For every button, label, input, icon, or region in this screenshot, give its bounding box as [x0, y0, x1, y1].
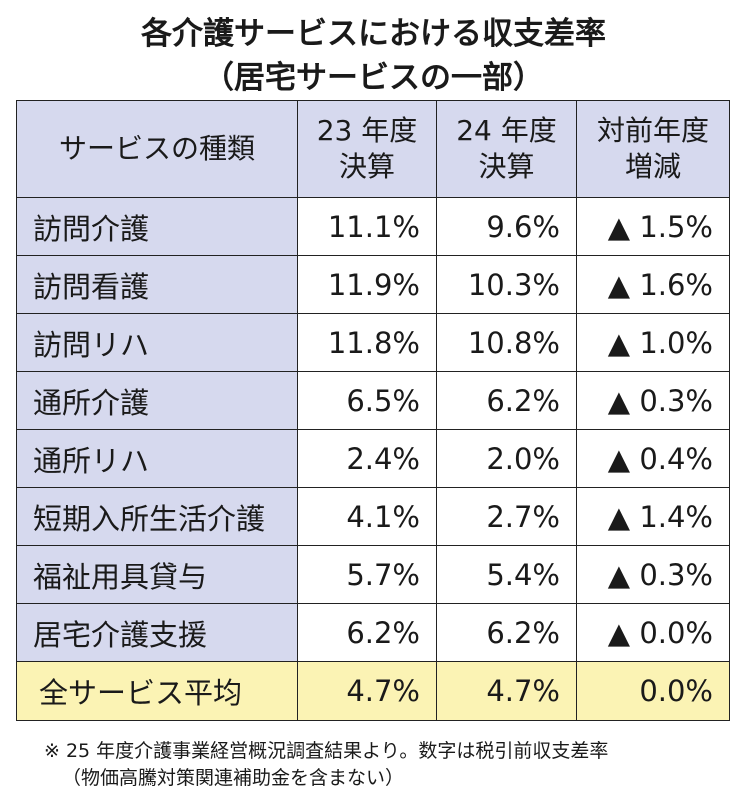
- header-row: サービスの種類 23 年度 決算 24 年度 決算 対前年度 増減: [16, 100, 730, 198]
- footnote-line-2: （物価高騰対策関連補助金を含まない）: [62, 767, 405, 789]
- header-fy24: 24 年度 決算: [436, 100, 577, 198]
- change-cell: 0.0%: [576, 661, 730, 721]
- service-cell: 訪問介護: [16, 197, 298, 256]
- change-cell: ▲ 0.4%: [576, 429, 730, 488]
- header-fy23: 23 年度 決算: [297, 100, 437, 198]
- table-row: 訪問介護 11.1% 9.6% ▲ 1.5%: [16, 197, 730, 256]
- header-text: サービスの種類: [58, 132, 255, 165]
- change-cell: ▲ 0.3%: [576, 371, 730, 430]
- header-text: 増減: [624, 150, 681, 183]
- change-cell: ▲ 0.3%: [576, 545, 730, 604]
- title-line-1: 各介護サービスにおける収支差率: [141, 16, 606, 52]
- fy24-cell: 2.0%: [436, 429, 577, 488]
- fy23-cell: 6.2%: [297, 603, 437, 662]
- header-text: 決算: [338, 150, 395, 183]
- header-service: サービスの種類: [16, 100, 298, 198]
- fy24-cell: 6.2%: [436, 603, 577, 662]
- fy24-cell: 5.4%: [436, 545, 577, 604]
- table-row: 短期入所生活介護 4.1% 2.7% ▲ 1.4%: [16, 487, 730, 546]
- table-row: 通所リハ 2.4% 2.0% ▲ 0.4%: [16, 429, 730, 488]
- change-cell: ▲ 1.5%: [576, 197, 730, 256]
- service-cell: 全サービス平均: [16, 661, 298, 721]
- fy24-cell: 9.6%: [436, 197, 577, 256]
- table-row: 福祉用具貸与 5.7% 5.4% ▲ 0.3%: [16, 545, 730, 604]
- change-cell: ▲ 1.0%: [576, 313, 730, 372]
- service-cell: 短期入所生活介護: [16, 487, 298, 546]
- fy24-cell: 6.2%: [436, 371, 577, 430]
- footnote-line-1: ※ 25 年度介護事業経営概況調査結果より。数字は税引前収支差率: [44, 740, 609, 762]
- table-row: 通所介護 6.5% 6.2% ▲ 0.3%: [16, 371, 730, 430]
- header-text: 対前年度: [596, 114, 709, 147]
- change-cell: ▲ 0.0%: [576, 603, 730, 662]
- fy23-cell: 11.1%: [297, 197, 437, 256]
- service-cell: 通所介護: [16, 371, 298, 430]
- average-row: 全サービス平均 4.7% 4.7% 0.0%: [16, 661, 730, 721]
- service-cell: 訪問看護: [16, 255, 298, 314]
- fy23-cell: 11.8%: [297, 313, 437, 372]
- table-row: 訪問看護 11.9% 10.3% ▲ 1.6%: [16, 255, 730, 314]
- margin-table: サービスの種類 23 年度 決算 24 年度 決算 対前年度 増減 訪問介護 11.1%…: [16, 100, 730, 721]
- service-cell: 居宅介護支援: [16, 603, 298, 662]
- fy24-cell: 10.3%: [436, 255, 577, 314]
- header-text: 24 年度: [456, 114, 557, 147]
- fy23-cell: 6.5%: [297, 371, 437, 430]
- service-cell: 通所リハ: [16, 429, 298, 488]
- fy23-cell: 5.7%: [297, 545, 437, 604]
- service-cell: 訪問リハ: [16, 313, 298, 372]
- header-text: 決算: [478, 150, 535, 183]
- fy23-cell: 4.7%: [297, 661, 437, 721]
- header-text: 23 年度: [316, 114, 418, 147]
- change-cell: ▲ 1.6%: [576, 255, 730, 314]
- fy24-cell: 2.7%: [436, 487, 577, 546]
- fy23-cell: 4.1%: [297, 487, 437, 546]
- table-row: 訪問リハ 11.8% 10.8% ▲ 1.0%: [16, 313, 730, 372]
- fy24-cell: 4.7%: [436, 661, 577, 721]
- change-cell: ▲ 1.4%: [576, 487, 730, 546]
- service-cell: 福祉用具貸与: [16, 545, 298, 604]
- table-row: 居宅介護支援 6.2% 6.2% ▲ 0.0%: [16, 603, 730, 662]
- fy23-cell: 11.9%: [297, 255, 437, 314]
- fy23-cell: 2.4%: [297, 429, 437, 488]
- title-line-2: （居宅サービスの一部）: [203, 60, 544, 96]
- fy24-cell: 10.8%: [436, 313, 577, 372]
- header-change: 対前年度 増減: [576, 100, 730, 198]
